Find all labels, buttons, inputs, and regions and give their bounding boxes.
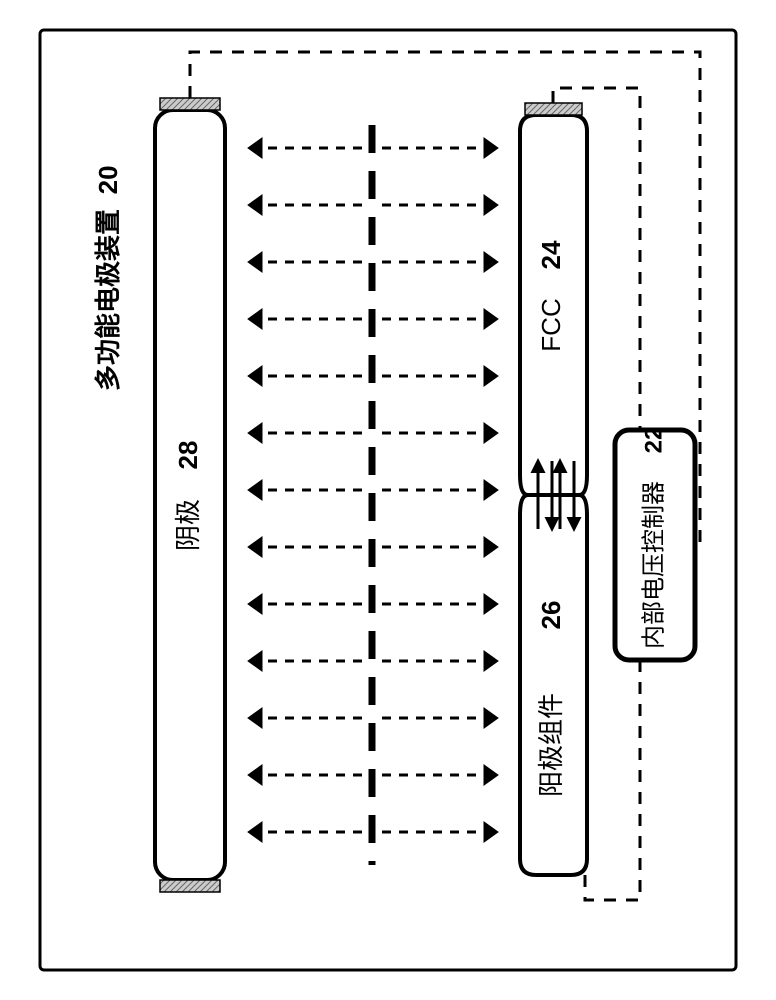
field-arrow-right-head-3: [484, 309, 498, 329]
controller-label-number: 22: [640, 427, 667, 454]
cathode-cap-top: [160, 98, 220, 110]
field-arrow-left-head-11: [248, 765, 262, 785]
conn-controller-to-anode-bottom: [585, 660, 640, 900]
anode-label-number: 26: [536, 601, 566, 630]
field-arrow-left-head-9: [248, 651, 262, 671]
device-title: 多功能电极装置: [93, 209, 123, 391]
anode-body: [520, 495, 587, 875]
cathode-cap-bottom: [160, 880, 220, 892]
controller-label: 内部电压控制器: [640, 481, 667, 649]
field-arrow-right-head-5: [484, 423, 498, 443]
field-arrow-left-head-8: [248, 594, 262, 614]
field-arrow-right-head-2: [484, 252, 498, 272]
field-arrow-right-head-7: [484, 537, 498, 557]
field-arrow-left-head-12: [248, 822, 262, 842]
anode-cap-top: [525, 103, 582, 115]
cathode-label: 阴极: [173, 499, 203, 551]
field-arrow-left-head-0: [248, 138, 262, 158]
field-arrow-right-head-11: [484, 765, 498, 785]
field-arrow-left-head-2: [248, 252, 262, 272]
field-arrow-left-head-10: [248, 708, 262, 728]
cathode-label-number: 28: [173, 441, 203, 470]
field-arrow-left-head-1: [248, 195, 262, 215]
field-arrow-right-head-9: [484, 651, 498, 671]
field-arrow-right-head-10: [484, 708, 498, 728]
field-arrow-left-head-3: [248, 309, 262, 329]
field-arrow-right-head-8: [484, 594, 498, 614]
field-arrow-left-head-4: [248, 366, 262, 386]
fcc-label-number: 24: [536, 240, 566, 269]
field-arrow-right-head-1: [484, 195, 498, 215]
field-arrow-right-head-12: [484, 822, 498, 842]
field-arrow-left-head-5: [248, 423, 262, 443]
anode-label: 阳极组件: [536, 693, 566, 797]
diagram-canvas: 多功能电极装置 20 阴极 28 FCC 24 阳极组件 26 内部电压控制器 22: [0, 0, 776, 1000]
field-arrow-right-head-6: [484, 480, 498, 500]
field-arrow-left-head-6: [248, 480, 262, 500]
device-title-number: 20: [93, 165, 123, 194]
field-arrow-left-head-7: [248, 537, 262, 557]
fcc-label: FCC: [536, 298, 566, 351]
title-group: 多功能电极装置 20: [93, 165, 123, 391]
field-arrow-right-head-0: [484, 138, 498, 158]
cathode-body: [155, 110, 225, 880]
field-arrow-right-head-4: [484, 366, 498, 386]
